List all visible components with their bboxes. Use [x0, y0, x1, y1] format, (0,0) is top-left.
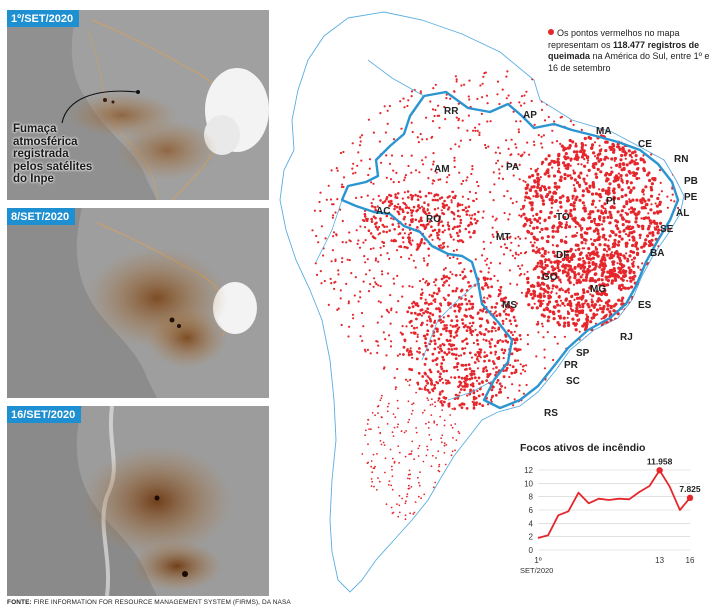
highlight-point — [686, 494, 694, 502]
satellite-image-1 — [7, 10, 269, 200]
fire-dots — [311, 70, 684, 521]
state-label-ce: CE — [638, 139, 652, 150]
y-tick-label: 6 — [529, 506, 534, 515]
x-axis-sub-label: SET/2020 — [520, 566, 553, 575]
satellite-panel-3: 16/SET/2020 — [7, 406, 269, 596]
state-label-ap: AP — [523, 110, 537, 121]
y-tick-label: 0 — [529, 546, 534, 555]
series-line — [537, 469, 691, 539]
y-tick-label: 10 — [524, 479, 533, 488]
state-label-ro: RO — [426, 214, 441, 225]
date-tag-3: 16/SET/2020 — [7, 406, 82, 423]
state-label-rs: RS — [544, 408, 558, 419]
state-label-pa: PA — [506, 162, 519, 173]
state-label-am: AM — [434, 164, 450, 175]
state-label-to: TO — [556, 212, 570, 223]
date-tag-2: 8/SET/2020 — [7, 208, 76, 225]
chart-title: Focos ativos de incêndio — [520, 442, 646, 454]
state-label-sc: SC — [566, 376, 580, 387]
fire-line-chart: 0 2 4 6 8 10 12 1º 13 16 SET/2020 11.958 7.825 — [520, 456, 701, 575]
satellite-image-2 — [7, 208, 269, 398]
state-label-pe: PE — [684, 192, 698, 203]
source-text: FIRE INFORMATION FOR RESOURCE MANAGEMENT… — [31, 599, 291, 606]
legend-post: na América do Sul, entre 1º e 16 de sete… — [548, 51, 710, 73]
state-label-pr: PR — [564, 360, 579, 371]
fire-dot-icon — [548, 29, 554, 35]
state-labels: RR AP MA CE RN PB PE AL SE BA AM PA PI A… — [376, 106, 698, 419]
state-label-go: GO — [542, 272, 558, 283]
legend-bold: 118.477 registros de queimada — [548, 39, 700, 62]
state-label-ac: AC — [376, 206, 390, 217]
y-tick-label: 2 — [529, 533, 534, 542]
highlight-point — [656, 467, 663, 474]
date-tag-1: 1º/SET/2020 — [7, 10, 80, 27]
state-label-sp: SP — [576, 348, 590, 359]
country-line — [447, 379, 495, 401]
source-credit: FONTE: FIRE INFORMATION FOR RESOURCE MAN… — [7, 599, 291, 606]
state-label-al: AL — [676, 208, 689, 219]
state-label-es: ES — [638, 300, 652, 311]
state-label-pb: PB — [684, 176, 698, 187]
x-tick-label: 1º — [534, 556, 541, 565]
state-label-ba: BA — [650, 248, 664, 259]
state-label-rn: RN — [674, 154, 688, 165]
country-line — [367, 59, 425, 97]
brazil-border — [340, 90, 680, 410]
data-label: 7.825 — [679, 484, 701, 494]
state-label-mg: MG — [590, 284, 606, 295]
state-label-pi: PI — [606, 196, 616, 207]
y-tick-label: 4 — [529, 519, 534, 528]
satellite-image-3 — [7, 406, 269, 596]
state-label-ma: MA — [596, 126, 612, 137]
x-tick-label: 16 — [686, 556, 695, 565]
state-label-ms: MS — [502, 300, 517, 311]
state-label-mt: MT — [496, 232, 510, 243]
y-tick-label: 8 — [529, 493, 534, 502]
state-label-se: SE — [660, 224, 674, 235]
south-america-fire-map: RR AP MA CE RN PB PE AL SE BA AM PA PI A… — [279, 11, 698, 593]
x-tick-label: 13 — [655, 556, 664, 565]
data-label: 11.958 — [647, 456, 673, 466]
country-line — [315, 199, 343, 263]
state-label-rr: RR — [444, 106, 459, 117]
country-line — [421, 281, 479, 361]
satellite-panel-1: 1º/SET/2020 Fumaça atmosférica registrad… — [7, 10, 269, 200]
map-legend: Os pontos vermelhos no mapa representam … — [548, 28, 718, 74]
satellite-panel-2: 8/SET/2020 — [7, 208, 269, 398]
smoke-annotation: Fumaça atmosférica registrada pelos saté… — [13, 123, 93, 185]
source-label: FONTE: — [7, 599, 32, 606]
y-tick-label: 12 — [524, 466, 533, 475]
legend-pre: Os pontos vermelhos no mapa representam … — [548, 28, 680, 50]
state-label-rj: RJ — [620, 332, 633, 343]
state-label-df: DF — [556, 250, 569, 261]
